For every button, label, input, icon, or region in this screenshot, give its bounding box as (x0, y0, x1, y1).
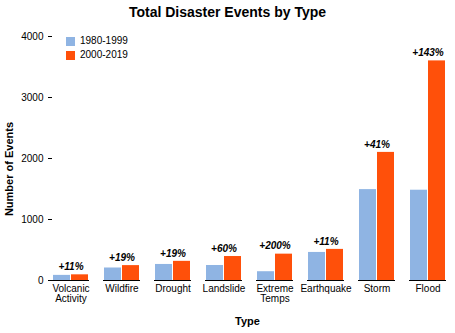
html-text:Type: Type (235, 315, 260, 327)
svg-text:1000: 1000 (21, 214, 44, 225)
html-text:2000-2019: 2000-2019 (80, 49, 128, 60)
svg-text:+60%: +60% (211, 243, 237, 254)
svg-text:Earthquake: Earthquake (300, 283, 352, 294)
svg-text:0: 0 (38, 275, 44, 286)
html-text:1980-1999: 1980-1999 (80, 35, 128, 46)
html-text:Total Disaster Events by Type: Total Disaster Events by Type (128, 4, 326, 20)
svg-text:+19%: +19% (160, 248, 186, 259)
svg-text:+200%: +200% (259, 240, 291, 251)
svg-text:Flood: Flood (415, 283, 440, 294)
svg-text:Landslide: Landslide (203, 283, 246, 294)
svg-text:+19%: +19% (109, 252, 135, 263)
svg-text:2000: 2000 (21, 153, 44, 164)
svg-text:+11%: +11% (313, 236, 338, 247)
svg-text:Drought: Drought (155, 283, 191, 294)
svg-text:ExtremeTemps: ExtremeTemps (256, 283, 294, 304)
svg-text:+41%: +41% (364, 139, 390, 150)
html-text:Number of Events: Number of Events (3, 121, 15, 217)
svg-text:3000: 3000 (21, 92, 44, 103)
svg-text:+11%: +11% (58, 261, 83, 272)
svg-text:Wildfire: Wildfire (105, 283, 139, 294)
svg-text:Storm: Storm (364, 283, 391, 294)
svg-text:+143%: +143% (412, 47, 444, 58)
svg-text:4000: 4000 (21, 31, 44, 42)
svg-text:VolcanicActivity: VolcanicActivity (52, 283, 89, 304)
